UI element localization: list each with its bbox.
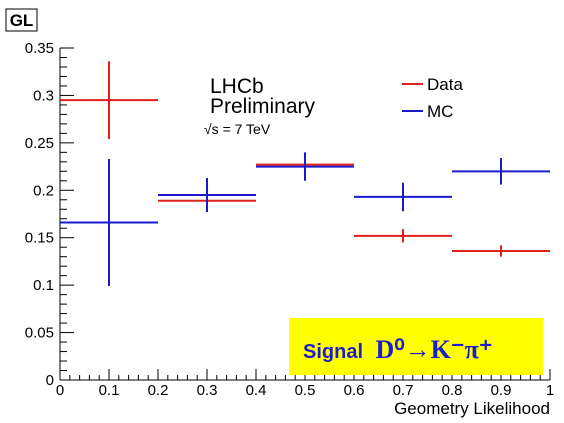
y-axis-tick-labels: 0 0.05 0.1 0.15 0.2 0.25 0.3 0.35 xyxy=(25,40,54,389)
series-mc xyxy=(60,152,550,287)
x-tick-label: 0.1 xyxy=(99,382,120,399)
y-tick-label: 0.3 xyxy=(33,87,54,104)
x-tick-label: 0.8 xyxy=(442,382,463,399)
data-point xyxy=(354,229,452,243)
data-point xyxy=(60,61,158,140)
chart-title: GL xyxy=(10,11,34,30)
x-axis-label: Geometry Likelihood xyxy=(394,399,550,418)
x-tick-label: 0.7 xyxy=(393,382,414,399)
signal-box-background xyxy=(289,318,543,375)
legend-item-data: Data xyxy=(402,75,463,94)
y-tick-label: 0 xyxy=(46,372,54,389)
data-point xyxy=(60,158,158,287)
chart-title-box: GL xyxy=(5,8,38,32)
data-point xyxy=(452,245,550,257)
x-tick-label: 0 xyxy=(56,382,64,399)
y-tick-label: 0.1 xyxy=(33,277,54,294)
x-tick-label: 0.4 xyxy=(246,382,267,399)
x-tick-label: 0.5 xyxy=(295,382,316,399)
experiment-annotation: LHCb Preliminary √s = 7 TeV xyxy=(204,75,316,137)
legend-item-mc: MC xyxy=(402,102,453,121)
series-layer xyxy=(60,61,550,287)
legend-label: MC xyxy=(427,102,453,121)
y-tick-label: 0.35 xyxy=(25,40,54,57)
signal-label: Signal D⁰→K⁻π⁺ xyxy=(303,335,493,364)
x-tick-label: 0.2 xyxy=(148,382,169,399)
data-point xyxy=(452,158,550,185)
x-axis-tick-labels: 0 0.1 0.2 0.3 0.4 0.5 0.6 0.7 0.8 0.9 1 xyxy=(56,382,554,399)
y-tick-label: 0.05 xyxy=(25,325,54,342)
signal-box: Signal D⁰→K⁻π⁺ xyxy=(289,318,543,375)
legend-label: Data xyxy=(427,75,463,94)
y-tick-label: 0.15 xyxy=(25,230,54,247)
data-point xyxy=(354,182,452,212)
signal-prefix: Signal xyxy=(303,341,363,363)
data-point xyxy=(256,152,354,181)
x-tick-label: 1 xyxy=(546,382,554,399)
data-point xyxy=(158,177,256,213)
y-axis-ticks xyxy=(60,47,74,381)
legend: Data MC xyxy=(402,75,463,121)
x-tick-label: 0.6 xyxy=(344,382,365,399)
x-tick-label: 0.3 xyxy=(197,382,218,399)
y-tick-label: 0.25 xyxy=(25,135,54,152)
experiment-name: LHCb xyxy=(210,75,264,98)
signal-decay: D⁰→K⁻π⁺ xyxy=(375,335,492,364)
x-tick-label: 0.9 xyxy=(491,382,512,399)
experiment-status: Preliminary xyxy=(210,95,316,118)
energy-label: √s = 7 TeV xyxy=(204,121,271,137)
y-tick-label: 0.2 xyxy=(33,182,54,199)
